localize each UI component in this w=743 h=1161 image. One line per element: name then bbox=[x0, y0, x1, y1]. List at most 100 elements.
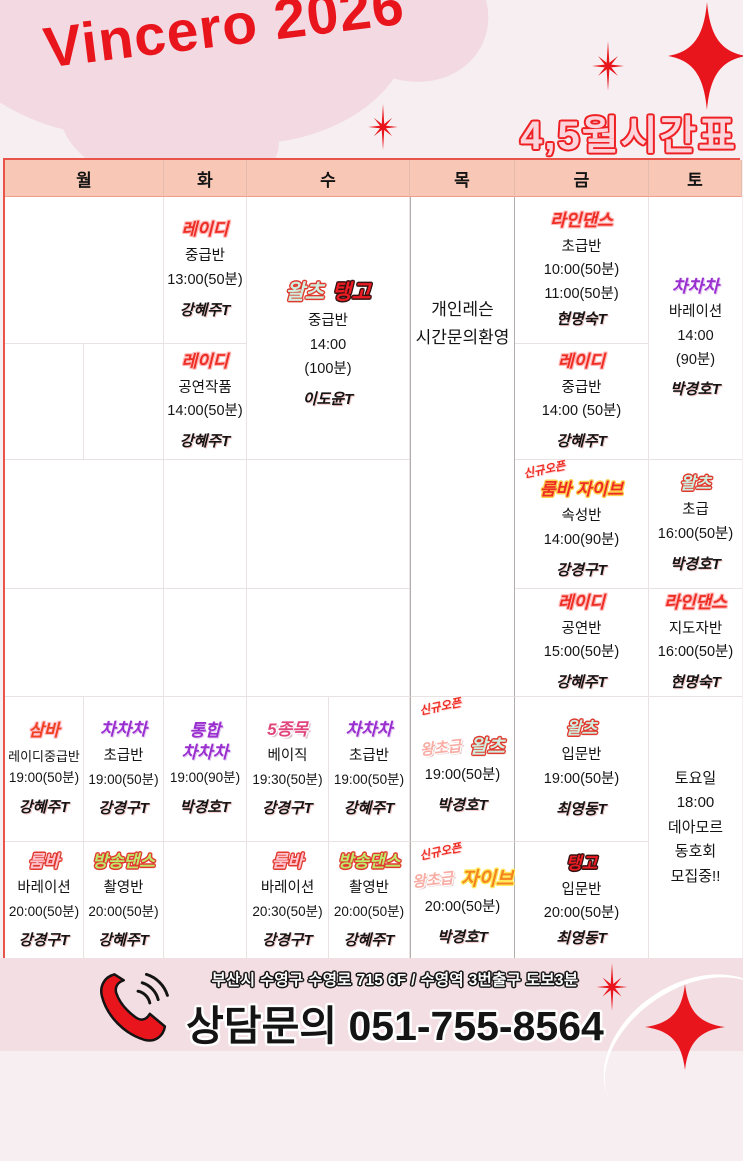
teacher-name: 강혜주T bbox=[98, 931, 149, 949]
class-time: 20:00(50분) bbox=[88, 903, 159, 919]
class-level: 지도자반 bbox=[668, 620, 723, 637]
class-cell-tue-lady-mid: 레이디 중급반 13:00(50분) 강혜주T bbox=[164, 197, 247, 344]
teacher-name: 강혜주T bbox=[179, 301, 231, 319]
class-time: 19:00(50분) bbox=[333, 771, 405, 787]
class-title-tango: 탱고 bbox=[332, 281, 371, 305]
class-level: 바레이션 bbox=[260, 879, 315, 896]
class-cell-wed-chachacha: 차차차 초급반 19:00(50분) 강혜주T bbox=[329, 697, 410, 842]
class-title: 차차차 bbox=[181, 742, 229, 762]
class-level: 공연반 bbox=[561, 620, 602, 637]
class-cell-tue-lady-performance: 레이디 공연작품 14:00(50분) 강혜주T bbox=[164, 344, 247, 460]
class-cell-wed-broadcast-dance: 방송댄스 촬영반 20:00(50분) 강혜주T bbox=[329, 842, 410, 960]
class-level: 바레이션 bbox=[17, 879, 71, 896]
club-text: 18:00 bbox=[676, 794, 715, 812]
class-time: 13:00(50분) bbox=[167, 271, 243, 288]
class-level: 입문반 bbox=[561, 747, 602, 764]
teacher-name: 강혜주T bbox=[343, 931, 395, 949]
class-time: 15:00(50분) bbox=[543, 644, 620, 661]
class-cell-thu-beginner-waltz: 신규오픈 왕초급 왈츠 19:00(50분) 박경호T bbox=[410, 697, 515, 842]
class-level: 중급반 bbox=[307, 313, 349, 330]
class-title: 레이디 bbox=[181, 351, 229, 371]
class-level: 초급 bbox=[682, 502, 709, 519]
new-open-badge: 신규오픈 bbox=[522, 460, 567, 481]
day-header-sat: 토 bbox=[649, 160, 742, 197]
class-title: 차차차 bbox=[672, 276, 719, 296]
eight-point-star-icon bbox=[592, 41, 624, 91]
class-title: 방송댄스 bbox=[337, 852, 401, 872]
contact-block: 부산시 수영구 수영로 715 6F / 수영역 3번출구 도보3분 상담문의 … bbox=[150, 968, 640, 1052]
class-time: 19:00(50분) bbox=[8, 770, 80, 786]
class-time: 20:30(50분) bbox=[252, 903, 323, 919]
teacher-name: 최영동T bbox=[556, 930, 607, 948]
phone-number: 051-755-8564 bbox=[348, 1003, 604, 1049]
private-lesson-cell: 개인레슨 시간문의환영 bbox=[410, 197, 515, 697]
day-label: 월 bbox=[76, 170, 92, 190]
class-time: 14:00 (50분) bbox=[541, 403, 622, 420]
class-cell-fri-linedance: 라인댄스 초급반 10:00(50분) 11:00(50분) 현명숙T bbox=[515, 197, 649, 344]
class-title-jive: 자이브 bbox=[460, 869, 514, 891]
empty-cell bbox=[247, 460, 410, 589]
class-title: 룸바 bbox=[271, 852, 304, 872]
empty-cell bbox=[5, 344, 84, 460]
phone-icon bbox=[100, 972, 169, 1042]
teacher-name: 박경호T bbox=[179, 798, 231, 816]
day-header-tue: 화 bbox=[164, 160, 247, 197]
class-title: 룸바 자이브 bbox=[540, 480, 623, 500]
class-level: 초급반 bbox=[348, 747, 390, 764]
class-time: 14:00 bbox=[309, 337, 347, 354]
new-open-badge: 신규오픈 bbox=[418, 697, 463, 718]
teacher-name: 강경구T bbox=[98, 799, 149, 817]
class-level: 레이디중급반 bbox=[8, 748, 80, 764]
empty-cell bbox=[5, 197, 164, 344]
studio-address: 부산시 수영구 수영로 715 6F / 수영역 3번출구 도보3분 bbox=[211, 972, 579, 989]
empty-cell bbox=[5, 460, 164, 589]
class-cell-sat-waltz-beginner: 왈츠 초급 16:00(50분) 박경호T bbox=[649, 460, 742, 589]
club-text: 모집중!! bbox=[670, 867, 721, 885]
class-title: 레이디 bbox=[181, 220, 229, 240]
class-title-group: 왕초급 왈츠 bbox=[420, 737, 505, 759]
class-cell-thu-beginner-jive: 신규오픈 왕초급 자이브 20:00(50분) 박경호T bbox=[410, 842, 515, 960]
class-title: 통합 bbox=[189, 721, 221, 741]
day-header-thu: 목 bbox=[410, 160, 515, 197]
teacher-name: 이도윤T bbox=[302, 390, 354, 408]
day-label: 금 bbox=[573, 170, 590, 190]
class-title-group: 왕초급 자이브 bbox=[411, 869, 514, 891]
class-title: 왈츠 bbox=[679, 474, 712, 494]
new-open-badge: 신규오픈 bbox=[418, 842, 463, 863]
class-level: 중급반 bbox=[561, 379, 602, 396]
day-label: 목 bbox=[454, 170, 470, 190]
class-cell-mon-samba: 삼바 레이디중급반 19:00(50분) 강혜주T bbox=[5, 697, 84, 842]
class-cell-mon-rumba: 룸바 바레이션 20:00(50분) 강경구T bbox=[5, 842, 84, 960]
teacher-name: 박경호T bbox=[670, 555, 721, 573]
teacher-name: 현명숙T bbox=[556, 310, 607, 328]
teacher-name: 강혜주T bbox=[18, 798, 70, 816]
club-text: 토요일 bbox=[674, 769, 717, 787]
class-title-waltz: 왈츠 bbox=[469, 737, 505, 759]
class-cell-mon-chachacha: 차차차 초급반 19:00(50분) 강경구T bbox=[84, 697, 164, 842]
class-cell-sat-linedance-leader: 라인댄스 지도자반 16:00(50분) 현명숙T bbox=[649, 589, 742, 697]
class-duration: (90분) bbox=[675, 351, 716, 368]
saturday-club-cell: 토요일 18:00 데아모르 동호회 모집중!! bbox=[649, 697, 742, 960]
contact-phone: 상담문의 051-755-8564 bbox=[150, 992, 640, 1052]
class-cell-sat-chachacha: 차차차 바레이션 14:00 (90분) 박경호T bbox=[649, 197, 742, 460]
empty-cell bbox=[84, 344, 164, 460]
teacher-name: 최영동T bbox=[556, 800, 607, 818]
teacher-name: 강혜주T bbox=[556, 674, 607, 692]
class-title: 라인댄스 bbox=[664, 592, 727, 612]
class-title: 레이디 bbox=[558, 592, 605, 612]
class-title: 탱고 bbox=[565, 853, 598, 873]
class-level: 촬영반 bbox=[348, 879, 390, 896]
class-time: 19:30(50분) bbox=[252, 771, 323, 787]
class-level: 베이직 bbox=[267, 747, 308, 764]
four-point-star-icon bbox=[668, 2, 743, 110]
teacher-name: 강혜주T bbox=[343, 799, 395, 817]
day-label: 토 bbox=[687, 170, 703, 190]
empty-cell bbox=[164, 460, 247, 589]
month-schedule-subtitle: 4,5월시간표 bbox=[520, 114, 737, 158]
day-label: 수 bbox=[320, 170, 336, 190]
class-cell-fri-lady-show: 레이디 공연반 15:00(50분) 강혜주T bbox=[515, 589, 649, 697]
class-title: 차차차 bbox=[100, 720, 147, 740]
day-header-fri: 금 bbox=[515, 160, 649, 197]
class-time: 20:00(50분) bbox=[543, 905, 620, 922]
class-level: 공연작품 bbox=[178, 379, 232, 396]
